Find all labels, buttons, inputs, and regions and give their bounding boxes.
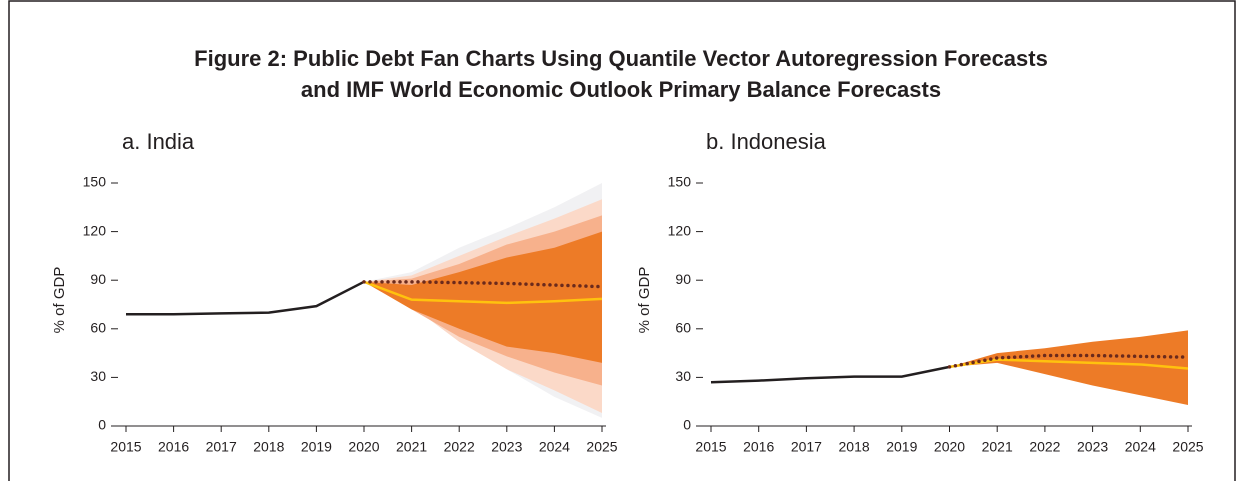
x-tick-label: 2021 [982,439,1013,455]
y-tick-label: 30 [675,368,691,384]
x-tick-label: 2023 [491,439,522,455]
series-line [947,353,1190,369]
y-tick-label: 150 [668,174,692,190]
x-tick-label: 2015 [110,439,141,455]
x-tick-label: 2020 [348,439,379,455]
y-tick-label: 30 [90,368,106,384]
fan-band [364,231,602,363]
panel-title: b. Indonesia [706,129,827,154]
y-tick-label: 150 [83,174,107,190]
fan-band [949,330,1188,405]
y-tick-label: 60 [90,320,106,336]
series-line [710,365,950,384]
figure-title: Figure 2: Public Debt Fan Charts Using Q… [194,46,1048,71]
frame [8,0,1236,481]
y-tick-label: 0 [683,417,691,433]
x-tick-label: 2018 [253,439,284,455]
x-tick-label: 2023 [1077,439,1108,455]
y-tick-label: 60 [675,320,691,336]
series-line [949,358,1189,370]
x-tick-label: 2018 [839,439,870,455]
y-axis-label: % of GDP [636,267,653,334]
x-tick-label: 2017 [206,439,237,455]
y-tick-label: 90 [675,271,691,287]
panel-title: a. India [122,129,195,154]
x-tick-label: 2015 [695,439,726,455]
x-tick-label: 2019 [301,439,332,455]
y-tick-label: 120 [83,222,107,238]
y-tick-label: 0 [98,417,106,433]
series-line [363,280,603,305]
series-line [362,280,604,289]
x-tick-label: 2024 [539,439,570,455]
x-tick-label: 2019 [886,439,917,455]
x-tick-label: 2022 [1029,439,1060,455]
y-axis-label: % of GDP [51,267,68,334]
x-tick-label: 2016 [743,439,774,455]
x-tick-label: 2021 [396,439,427,455]
x-tick-label: 2017 [791,439,822,455]
y-tick-label: 120 [668,222,692,238]
x-tick-label: 2020 [934,439,965,455]
x-tick-label: 2025 [586,439,617,455]
x-tick-label: 2022 [444,439,475,455]
x-tick-label: 2024 [1125,439,1156,455]
y-tick-label: 90 [90,271,106,287]
figure-title: and IMF World Economic Outlook Primary B… [301,77,941,102]
x-tick-label: 2025 [1172,439,1203,455]
series-line [126,280,365,316]
x-tick-label: 2016 [158,439,189,455]
